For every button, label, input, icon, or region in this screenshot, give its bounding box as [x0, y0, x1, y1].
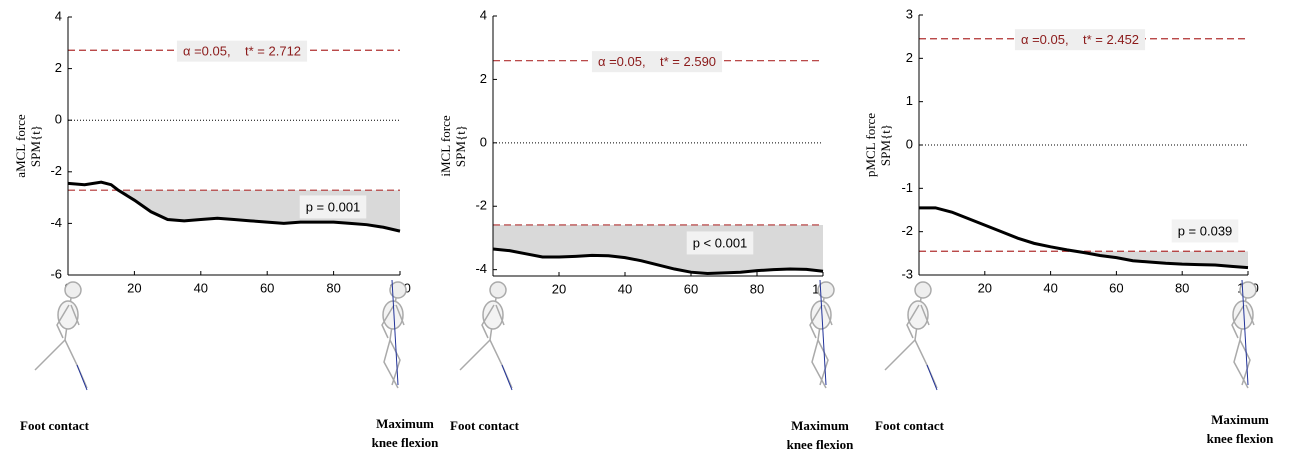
- y-tick-label: 2: [906, 50, 913, 65]
- x-tick-label: 80: [750, 281, 764, 296]
- start-label: Foot contact: [450, 418, 520, 433]
- x-tick-label: 60: [1109, 280, 1123, 295]
- threshold-label: α =0.05, t* = 2.590: [598, 54, 716, 69]
- skull: [490, 282, 506, 298]
- ligament: [502, 365, 512, 390]
- y-tick-label: -2: [475, 198, 487, 213]
- end-label: Maximum: [791, 418, 849, 433]
- y-axis-label: SPM{t}: [28, 125, 43, 167]
- ligament: [927, 365, 937, 390]
- y-tick-label: -6: [50, 266, 62, 281]
- end-label: Maximum: [376, 416, 434, 431]
- legs: [35, 340, 87, 388]
- y-tick-label: -1: [901, 180, 913, 195]
- y-tick-label: -3: [901, 266, 913, 281]
- x-tick-label: 60: [260, 280, 274, 295]
- y-axis-label: iMCL force: [438, 115, 453, 176]
- p-label: p = 0.039: [1178, 223, 1233, 238]
- x-tick-label: 20: [127, 280, 141, 295]
- y-axis-label: SPM{t}: [453, 125, 468, 167]
- y-tick-label: 2: [55, 60, 62, 75]
- skeleton-figure: [1232, 280, 1256, 388]
- end-label: knee flexion: [1207, 431, 1275, 446]
- skeleton-figure: [382, 280, 406, 388]
- y-tick-label: -4: [50, 215, 62, 230]
- x-tick-label: 40: [1043, 280, 1057, 295]
- y-axis-label: SPM{t}: [878, 124, 893, 166]
- x-tick-label: 40: [618, 281, 632, 296]
- skeleton-figure: [35, 282, 87, 390]
- skull: [915, 282, 931, 298]
- x-tick-label: 80: [326, 280, 340, 295]
- y-tick-label: 4: [55, 8, 62, 23]
- x-tick-label: 60: [684, 281, 698, 296]
- threshold-label: α =0.05, t* = 2.452: [1021, 32, 1139, 47]
- y-tick-label: -2: [901, 223, 913, 238]
- skeleton-figure: [885, 282, 937, 390]
- legs: [460, 340, 512, 388]
- threshold-label: α =0.05, t* = 2.712: [183, 44, 301, 59]
- start-label: Foot contact: [875, 418, 945, 433]
- end-label: knee flexion: [372, 435, 440, 450]
- y-tick-label: 4: [480, 7, 487, 22]
- legs: [885, 340, 937, 388]
- skull: [65, 282, 81, 298]
- y-axis-label: pMCL force: [863, 113, 878, 177]
- y-tick-label: 0: [55, 112, 62, 127]
- end-label: knee flexion: [787, 437, 855, 452]
- x-tick-label: 40: [194, 280, 208, 295]
- y-tick-label: -4: [475, 261, 487, 276]
- end-label: Maximum: [1211, 412, 1269, 427]
- y-tick-label: 1: [906, 93, 913, 108]
- skeleton-figure: [460, 282, 512, 390]
- y-tick-label: 3: [906, 6, 913, 21]
- x-tick-label: 80: [1175, 280, 1189, 295]
- ligament: [77, 365, 87, 390]
- p-label: p < 0.001: [693, 235, 748, 250]
- x-tick-label: 20: [978, 280, 992, 295]
- p-label: p = 0.001: [306, 199, 361, 214]
- y-axis-label: aMCL force: [13, 114, 28, 178]
- x-tick-label: 20: [552, 281, 566, 296]
- y-tick-label: 0: [906, 136, 913, 151]
- y-tick-label: -2: [50, 163, 62, 178]
- figure: -6-4-2024020406080100aMCL forceSPM{t}α =…: [0, 0, 1298, 454]
- y-tick-label: 2: [480, 71, 487, 86]
- y-tick-label: 0: [480, 134, 487, 149]
- start-label: Foot contact: [20, 418, 90, 433]
